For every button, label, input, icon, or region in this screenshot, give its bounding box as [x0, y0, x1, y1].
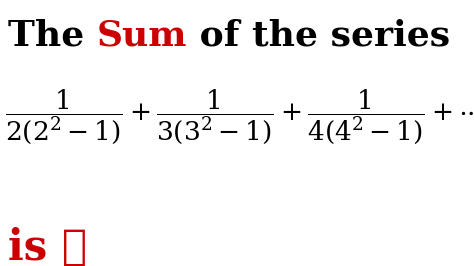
Text: The: The [8, 19, 97, 53]
Text: of the series: of the series [187, 19, 450, 53]
Text: $\dfrac{1}{2(2^{2}-1)} + \dfrac{1}{3(3^{2}-1)} + \dfrac{1}{4(4^{2}-1)} + \cdots$: $\dfrac{1}{2(2^{2}-1)} + \dfrac{1}{3(3^{… [5, 88, 474, 146]
Text: ⋯: ⋯ [62, 226, 87, 266]
Text: is: is [8, 226, 62, 266]
Text: Sum: Sum [97, 19, 187, 53]
